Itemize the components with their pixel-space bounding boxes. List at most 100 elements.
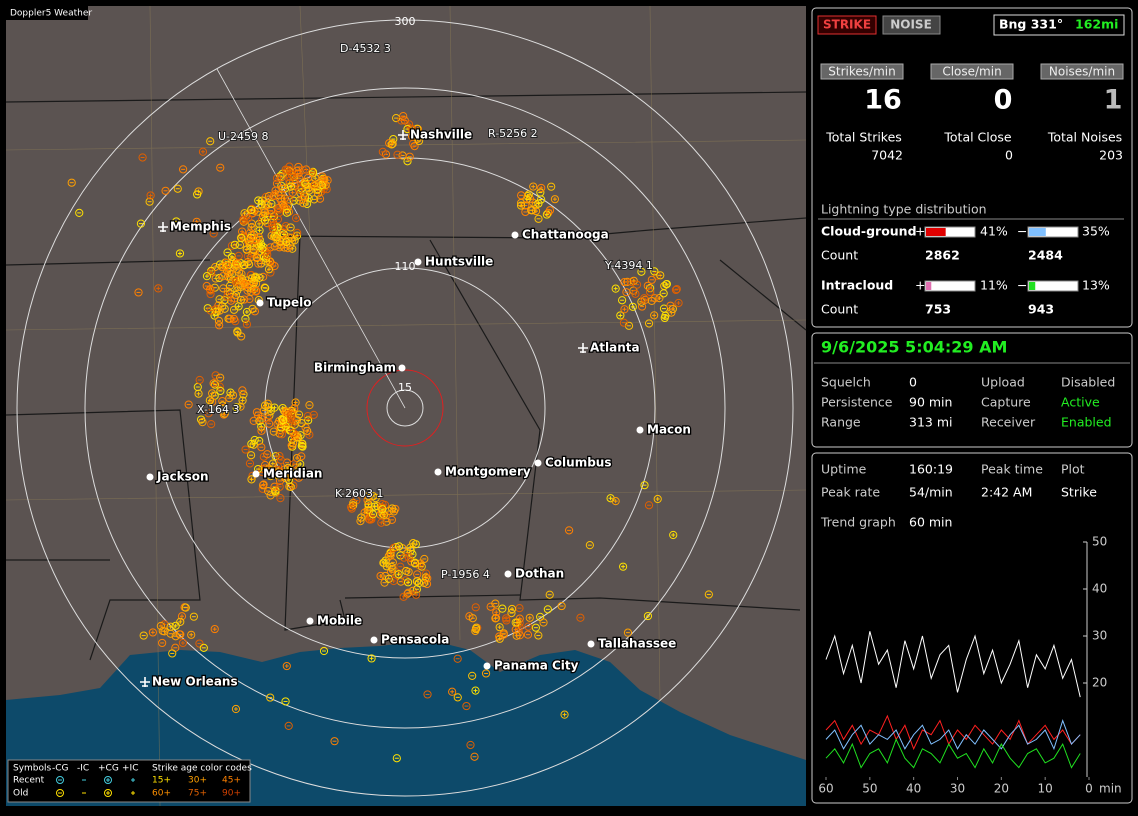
- strike-symbol: [309, 410, 318, 419]
- strike-symbol: [534, 199, 543, 208]
- strike-ring: [387, 515, 397, 524]
- strike-ring: [198, 418, 207, 427]
- strike-symbol: [237, 227, 247, 236]
- strike-symbol: [258, 244, 267, 254]
- strike-ring: [453, 693, 462, 702]
- strike-ring: [257, 200, 266, 209]
- bearing: Bng 331°: [999, 17, 1063, 32]
- strike-symbol: [138, 153, 147, 162]
- strike-sign: [662, 315, 667, 320]
- strike-symbol: [244, 260, 254, 269]
- strike-ring: [168, 649, 177, 658]
- strike-sign: [288, 184, 293, 189]
- strike-symbol: [279, 415, 288, 425]
- strike-ring: [215, 382, 224, 391]
- strike-ring: [292, 231, 302, 240]
- strike-symbol: [245, 236, 254, 245]
- pct-fill: [926, 228, 946, 236]
- strike-button[interactable]: [817, 15, 877, 35]
- strike-sign: [613, 499, 618, 504]
- strike-sign: [510, 607, 515, 612]
- strike-ring: [285, 172, 295, 181]
- x-unit: min: [1099, 782, 1122, 796]
- strike-ring: [255, 416, 264, 426]
- noise-button[interactable]: [882, 15, 941, 35]
- strike-ring: [206, 137, 215, 146]
- stat-text: Peak time: [981, 462, 1043, 477]
- rate-label[interactable]: Strikes/min: [828, 65, 895, 79]
- rate-label[interactable]: Close/min: [942, 65, 1001, 79]
- strike-ring: [550, 195, 560, 204]
- strike-symbol: [585, 541, 594, 550]
- strike-ring: [378, 500, 387, 509]
- strike-sign: [369, 656, 374, 661]
- strike-ring: [653, 494, 662, 504]
- strike-ring: [619, 562, 628, 571]
- strike-symbol: [257, 426, 266, 435]
- strike-sign: [274, 237, 279, 242]
- strike-ring: [557, 601, 566, 611]
- strike-ring: [260, 283, 269, 292]
- strike-symbol: [256, 240, 266, 249]
- strike-symbol: [145, 197, 154, 206]
- strike-ring: [618, 296, 627, 305]
- strike-sign: [200, 149, 205, 154]
- strike-symbol: [399, 592, 408, 601]
- strike-ring: [249, 416, 258, 425]
- strike-sign: [281, 418, 286, 423]
- strike-ring: [397, 116, 406, 125]
- rate-label[interactable]: Noises/min: [1049, 65, 1115, 79]
- strike-ring: [193, 190, 202, 199]
- strike-ring: [403, 157, 412, 166]
- y-tick-label: 50: [1092, 535, 1107, 549]
- strike-symbol: [314, 178, 324, 188]
- noise-mode[interactable]: NOISE: [890, 18, 932, 32]
- legend-label: Old: [13, 789, 28, 799]
- strike-symbol: [396, 562, 405, 571]
- strike-sign: [536, 201, 541, 206]
- strike-ring: [381, 571, 390, 581]
- strike-sign: [282, 245, 287, 250]
- strike-sign: [270, 461, 275, 466]
- strike-symbol: [161, 186, 170, 195]
- total-value: 0: [1005, 148, 1013, 163]
- strike-sign: [179, 614, 184, 619]
- strike-ring: [281, 473, 290, 483]
- strike-ring: [145, 197, 154, 206]
- city-label: Columbus: [545, 456, 612, 470]
- setting-text: Capture: [981, 395, 1031, 410]
- strike-sign: [396, 572, 401, 577]
- strike-sign: [621, 564, 626, 569]
- city-label: Tallahassee: [598, 637, 676, 651]
- strike-ring: [202, 281, 211, 291]
- strike-ring: [271, 186, 280, 195]
- strike-symbol: [410, 559, 420, 568]
- strike-symbol: [303, 412, 312, 421]
- rate-button[interactable]: [930, 63, 1014, 80]
- strike-symbol: [284, 233, 293, 242]
- stat-text: Uptime: [821, 462, 867, 477]
- strike-symbol: [669, 530, 678, 540]
- strike-ring: [545, 206, 555, 215]
- strike-ring: [289, 428, 298, 438]
- rate-button[interactable]: [1040, 63, 1124, 80]
- count-label: Count: [821, 302, 858, 317]
- city-label: Dothan: [515, 567, 564, 581]
- strike-ring: [172, 217, 181, 226]
- strike-ring: [394, 570, 403, 579]
- strike-ring: [298, 195, 307, 204]
- strike-ring: [236, 402, 245, 411]
- city-dot: [414, 258, 422, 266]
- y-tick-label: 20: [1092, 676, 1107, 690]
- strike-symbol: [491, 599, 500, 608]
- strike-mode[interactable]: STRIKE: [823, 18, 871, 32]
- strike-symbol: [303, 184, 313, 193]
- strike-ring: [547, 182, 556, 191]
- strike-ring: [448, 687, 457, 696]
- strike-ring: [211, 274, 220, 283]
- strike-ring: [491, 599, 500, 608]
- strike-ring: [291, 214, 301, 223]
- strike-ring: [239, 261, 249, 270]
- rate-button[interactable]: [820, 63, 904, 80]
